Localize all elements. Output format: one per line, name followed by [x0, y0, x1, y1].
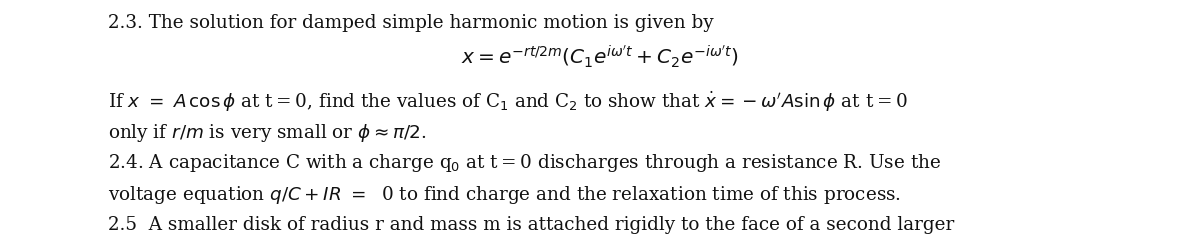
Text: If $x\ =\ A\,\cos\phi$ at t = 0, find the values of C$_1$ and C$_2$ to show that: If $x\ =\ A\,\cos\phi$ at t = 0, find th…: [108, 90, 907, 114]
Text: 2.4. A capacitance C with a charge q$_0$ at t = 0 discharges through a resistanc: 2.4. A capacitance C with a charge q$_0$…: [108, 152, 941, 174]
Text: 2.3. The solution for damped simple harmonic motion is given by: 2.3. The solution for damped simple harm…: [108, 14, 714, 32]
Text: $x = e^{-rt/2m}(C_1e^{i\omega^{\prime}t} + C_2e^{-i\omega^{\prime}t})$: $x = e^{-rt/2m}(C_1e^{i\omega^{\prime}t}…: [461, 44, 739, 70]
Text: 2.5  A smaller disk of radius r and mass m is attached rigidly to the face of a : 2.5 A smaller disk of radius r and mass …: [108, 216, 954, 234]
Text: only if $r/m$ is very small or $\phi \approx \pi/2$.: only if $r/m$ is very small or $\phi \ap…: [108, 122, 427, 144]
Text: voltage equation $q/C + IR\ =\ $ 0 to find charge and the relaxation time of thi: voltage equation $q/C + IR\ =\ $ 0 to fi…: [108, 184, 901, 206]
